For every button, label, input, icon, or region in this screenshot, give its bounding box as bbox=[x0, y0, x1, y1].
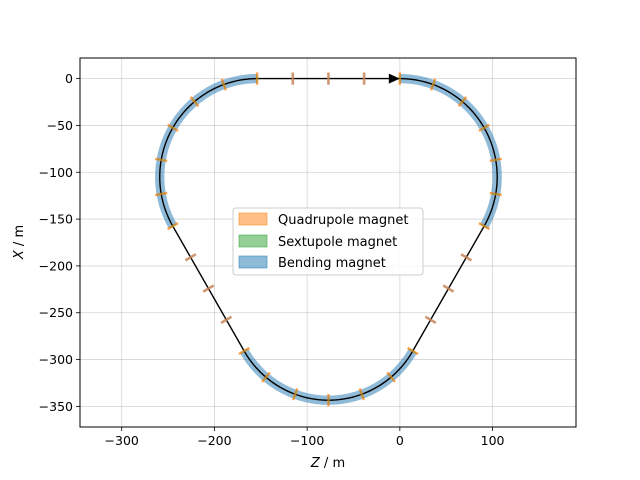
quadrupole-magnet bbox=[429, 78, 437, 91]
sextupole-magnet bbox=[431, 80, 435, 89]
quadrupole-magnet bbox=[261, 371, 271, 383]
y-tick-label: −350 bbox=[39, 399, 73, 414]
sextupole-magnet bbox=[359, 390, 364, 398]
sextupole-magnet bbox=[459, 98, 466, 105]
sextupole-magnet bbox=[240, 348, 248, 354]
y-tick-label: −150 bbox=[39, 212, 73, 227]
quadrupole-magnet bbox=[166, 222, 179, 231]
quadrupole-magnet bbox=[386, 371, 396, 383]
quadrupole-magnet bbox=[202, 284, 215, 293]
legend-swatch-sextupole bbox=[238, 234, 268, 248]
sextupole-magnet bbox=[169, 125, 177, 131]
ring-layout bbox=[155, 72, 502, 407]
sextupole-magnet bbox=[263, 373, 269, 381]
legend-label-quadrupole: Quadrupole magnet bbox=[278, 213, 408, 228]
x-axis-label-var: Z bbox=[310, 456, 321, 471]
y-tick-label: −100 bbox=[39, 165, 73, 180]
quadrupole-magnet bbox=[166, 123, 179, 132]
quadrupole-magnet bbox=[155, 157, 168, 163]
quadrupole-magnet bbox=[478, 123, 490, 132]
axis-ticks: −300 −200 −100 0 100 0 −50 −100 −150 −200 −250 −300… bbox=[39, 71, 505, 448]
sextupole-magnet bbox=[169, 223, 177, 229]
quadrupole-magnet bbox=[478, 222, 490, 231]
quadrupole-magnet bbox=[220, 315, 233, 324]
x-axis-label: Z / m bbox=[310, 456, 345, 471]
sextupole-magnet bbox=[293, 390, 297, 398]
y-axis-label: X / m bbox=[12, 225, 27, 260]
x-tick-label: 0 bbox=[396, 433, 404, 448]
x-tick-label: −200 bbox=[197, 433, 231, 448]
y-tick-label: −200 bbox=[39, 258, 73, 273]
y-tick-label: −50 bbox=[47, 118, 73, 133]
quadrupole-magnet bbox=[184, 253, 197, 262]
y-tick-label: −300 bbox=[39, 352, 73, 367]
sextupole-magnet bbox=[492, 192, 500, 196]
legend-swatch-quadrupole bbox=[238, 212, 268, 226]
quadrupole-magnet bbox=[424, 315, 437, 324]
quadrupole-magnet bbox=[489, 157, 502, 163]
y-axis-label-var: X bbox=[12, 249, 27, 260]
legend-label-sextupole: Sextupole magnet bbox=[278, 235, 397, 250]
legend-swatch-bending bbox=[238, 255, 268, 269]
quadrupole-magnet bbox=[460, 253, 473, 262]
sextupole-magnet bbox=[157, 158, 165, 162]
quadrupole-magnet bbox=[155, 191, 168, 197]
legend-label-bending: Bending magnet bbox=[278, 256, 386, 271]
x-tick-label: −100 bbox=[290, 433, 324, 448]
sextupole-magnet bbox=[191, 98, 198, 105]
y-tick-label: −250 bbox=[39, 305, 73, 320]
x-axis-label-unit: / m bbox=[320, 456, 345, 471]
sextupole-magnet bbox=[221, 80, 226, 89]
quadrupole-magnet bbox=[406, 346, 419, 356]
quadrupole-magnet bbox=[291, 388, 299, 401]
quadrupole-magnet bbox=[358, 388, 365, 401]
y-tick-label: 0 bbox=[65, 71, 73, 86]
sextupole-magnet bbox=[388, 373, 394, 381]
legend: Quadrupole magnet Sextupole magnet Bendi… bbox=[232, 207, 424, 276]
quadrupole-magnet bbox=[238, 346, 250, 356]
sextupole-magnet bbox=[409, 348, 417, 354]
quadrupole-magnet bbox=[489, 191, 502, 197]
quadrupole-magnet bbox=[442, 284, 455, 293]
axes-frame bbox=[79, 57, 577, 428]
beam-direction-arrow bbox=[388, 73, 400, 84]
sextupole-magnet bbox=[480, 125, 488, 131]
quadrupole-magnet bbox=[189, 96, 200, 108]
sextupole-magnet bbox=[480, 223, 488, 229]
quadrupole-magnet bbox=[220, 78, 227, 91]
sextupole-magnet bbox=[157, 192, 165, 196]
legend-box bbox=[232, 207, 424, 276]
y-axis-label-unit: / m bbox=[12, 225, 27, 250]
x-tick-label: −300 bbox=[105, 433, 139, 448]
x-tick-label: 100 bbox=[481, 433, 505, 448]
quadrupole-magnet bbox=[457, 96, 468, 108]
sextupole-magnet bbox=[492, 158, 500, 162]
